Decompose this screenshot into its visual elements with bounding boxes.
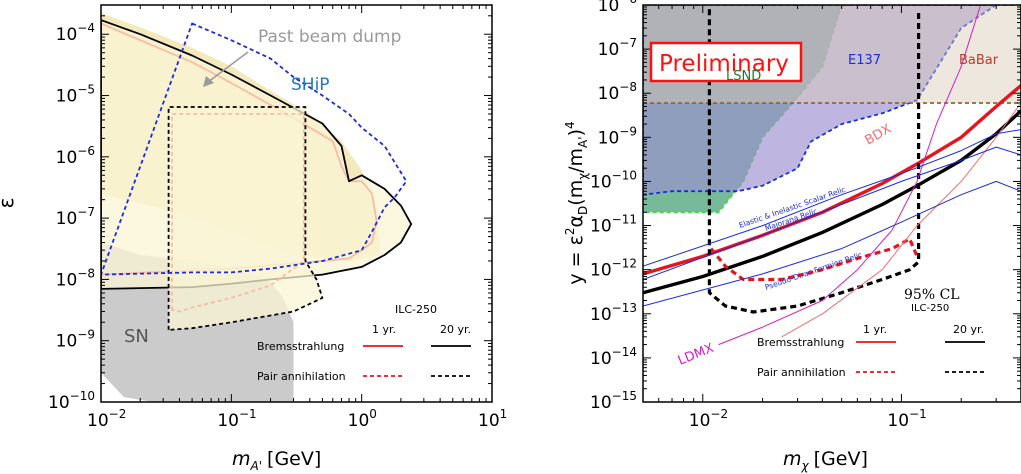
y-tick-label: 10−10 xyxy=(590,168,637,192)
x-tick-label: 10−2 xyxy=(689,407,728,431)
series-majorana-relic xyxy=(643,146,1021,280)
arrow-head-icon xyxy=(203,76,214,87)
babar-label: BaBar xyxy=(959,53,999,68)
right-legend-row1: Bremsstrahlung xyxy=(757,336,844,349)
y-tick-label: 10−12 xyxy=(590,257,637,281)
right-legend-col2: 20 yr. xyxy=(953,323,984,336)
left-plot-area xyxy=(101,5,492,402)
x-tick-label: 10−2 xyxy=(87,407,126,431)
x-tick-label: 10−1 xyxy=(887,407,926,431)
series-ldmx xyxy=(718,5,981,346)
y-tick-label: 10−14 xyxy=(590,345,637,369)
left-legend-col2: 20 yr. xyxy=(440,323,471,336)
series-pair-annihilation-20-yr xyxy=(707,9,921,314)
right-legend-col1: 1 yr. xyxy=(863,323,887,336)
x-tick-label: 10−1 xyxy=(217,407,256,431)
right-series xyxy=(643,5,1021,346)
series-bremsstrahlung-1-yr xyxy=(643,84,1021,276)
y-tick-label: 10−8 xyxy=(56,266,95,290)
series-bdx xyxy=(781,102,1021,338)
left-series xyxy=(101,19,413,331)
lsnd-label: LSND xyxy=(726,69,761,84)
left-legend-row1: Bremsstrahlung xyxy=(257,340,344,353)
y-tick-label: 10−15 xyxy=(590,389,637,413)
preliminary-label: Preliminary xyxy=(659,51,789,77)
left-legend-ilc: ILC-250 xyxy=(395,303,437,316)
past-beam-dump-arrow xyxy=(207,51,249,83)
right-ticks: 10−2 10−1 10−15 10−14 10−13 10−12 10−11 10−10 10… xyxy=(590,0,1021,431)
x-tick-label: 100 xyxy=(348,407,377,431)
series-pseudo-dirac-fermion-relic xyxy=(643,180,1021,307)
y-tick-label: 10−9 xyxy=(598,124,637,148)
y-tick-label: 10−4 xyxy=(56,21,95,45)
right-frame xyxy=(642,4,1021,403)
y-tick-label: 10−7 xyxy=(598,36,637,60)
x-tick-label: 101 xyxy=(478,407,507,431)
right-panel: 10−2 10−1 10−15 10−14 10−13 10−12 10−11 10−10 10… xyxy=(563,0,1021,473)
right-y-axis-label: y = ε2αD(mχ/mA')4 xyxy=(563,121,590,284)
y-tick-label: 10−5 xyxy=(56,83,95,107)
y-tick-label: 10−6 xyxy=(56,144,95,168)
series-ship xyxy=(101,22,408,276)
preliminary-box xyxy=(649,41,803,83)
y-tick-label: 10−6 xyxy=(598,0,637,16)
y-tick-label: 10−10 xyxy=(48,389,95,413)
y-tick-label: 10−8 xyxy=(598,80,637,104)
left-legend-row2: Pair annihilation xyxy=(257,370,346,383)
left-y-axis-label: ε xyxy=(0,198,18,209)
past-beam-dump-label: Past beam dump xyxy=(258,27,401,47)
left-ticks: 10−2 10−1 100 101 10−10 10−9 10−8 10−7 10−6 10−5 1… xyxy=(48,4,507,431)
sn-label: SN xyxy=(124,326,149,347)
y-tick-label: 10−9 xyxy=(56,328,95,352)
left-frame xyxy=(100,4,493,403)
right-x-axis-label: mχ [GeV] xyxy=(783,448,868,473)
series-pair-annihilation-20-yr xyxy=(167,106,324,331)
ship-label: SHiP xyxy=(291,75,330,95)
right-legend-ilc: ILC-250 xyxy=(911,303,949,314)
series-bremsstrahlung-20-yr xyxy=(643,109,1021,295)
y-tick-label: 10−7 xyxy=(56,205,95,229)
right-legend-row2: Pair annihilation xyxy=(757,366,846,379)
e137-label: E137 xyxy=(848,53,881,68)
y-tick-label: 10−11 xyxy=(590,213,637,237)
left-legend-col1: 1 yr. xyxy=(372,323,396,336)
cl-label: 95% CL xyxy=(904,287,960,303)
y-tick-label: 10−13 xyxy=(590,301,637,325)
left-x-axis-label: mA' [GeV] xyxy=(232,448,321,473)
left-panel: 10−2 10−1 100 101 10−10 10−9 10−8 10−7 10−6 10−5 1… xyxy=(0,4,507,473)
series-elastic-inelastic-scalar-relic xyxy=(643,129,1021,267)
